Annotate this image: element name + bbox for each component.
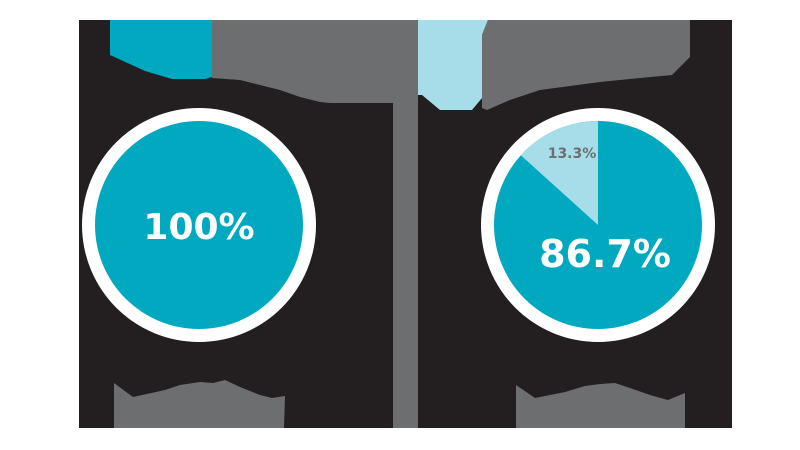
left-pie-slice-100 (95, 121, 303, 329)
left-pie-label: 100% (143, 207, 254, 248)
left-pie-chart: 100% (82, 108, 316, 342)
left-teal-tab (110, 20, 212, 79)
right-pie-label-minor: 13.3% (548, 146, 597, 162)
center-divider (393, 100, 418, 428)
right-bottom-tab (516, 383, 685, 428)
right-lightblue-tab (418, 20, 488, 110)
left-bottom-tab (114, 380, 285, 428)
right-pie-slice-minor (520, 121, 598, 225)
right-pie-chart: 13.3% 86.7% (481, 108, 715, 342)
right-header-block (482, 20, 690, 110)
right-pie-label-major: 86.7% (539, 232, 671, 276)
